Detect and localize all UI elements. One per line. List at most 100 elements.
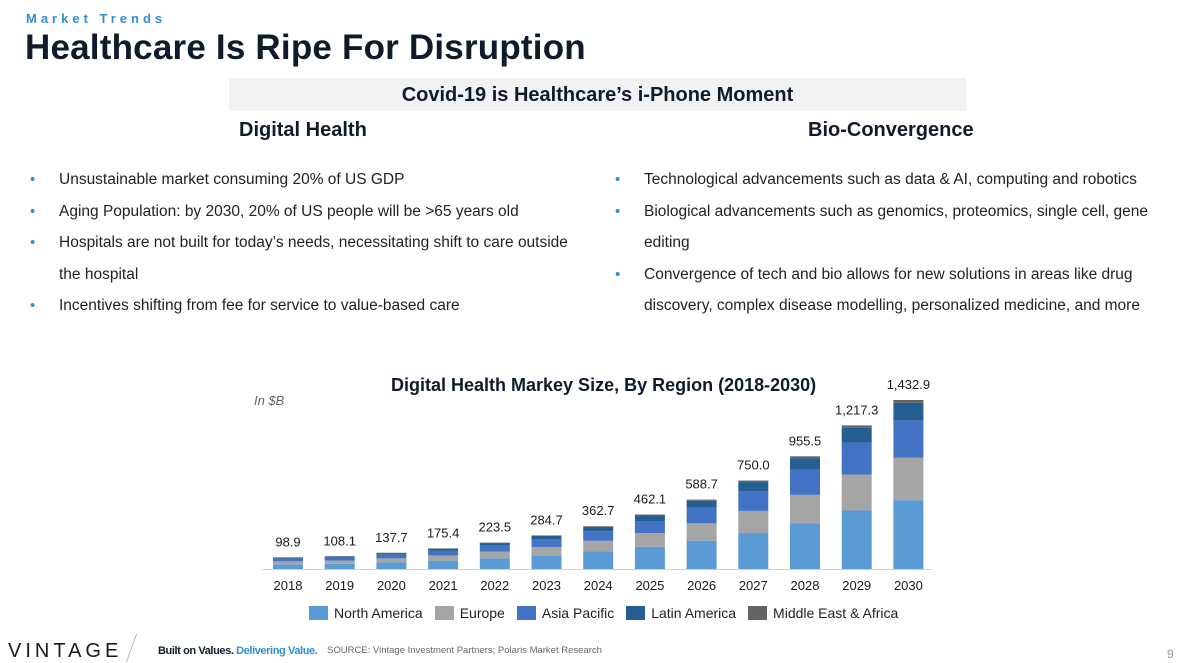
bar-segment — [687, 523, 717, 540]
x-tick-label: 2030 — [894, 578, 923, 593]
bar-segment — [325, 561, 355, 564]
bar-segment — [376, 562, 406, 569]
bar-segment — [893, 403, 923, 420]
legend-swatch — [435, 606, 454, 620]
bar-total-label: 1,217.3 — [835, 402, 878, 417]
bar-segment — [325, 564, 355, 569]
source-note: SOURCE: Vintage Investment Partners; Pol… — [327, 645, 602, 656]
legend-item: Asia Pacific — [517, 605, 614, 621]
legend-item: North America — [309, 605, 423, 621]
bar-total-label: 1,432.9 — [887, 377, 930, 392]
bar-segment — [428, 555, 458, 560]
bar-total-label: 588.7 — [685, 477, 718, 492]
bar-segment — [687, 501, 717, 508]
bar-segment — [790, 456, 820, 458]
bar-total-label: 362.7 — [582, 503, 615, 518]
footer-tagline: Built on Values. Delivering Value. — [158, 645, 317, 657]
bar-segment — [428, 561, 458, 569]
vintage-logo: VINTAGE — [8, 640, 122, 663]
bar-segment — [738, 533, 768, 569]
legend-label: Europe — [460, 605, 505, 621]
bar-segment — [842, 475, 872, 511]
bar-segment — [273, 564, 303, 569]
tagline-part-2: Delivering Value. — [236, 645, 317, 657]
legend-label: Middle East & Africa — [773, 605, 898, 621]
bar-segment — [583, 552, 613, 569]
bar-total-label: 750.0 — [737, 458, 770, 473]
bar-total-label: 175.4 — [427, 525, 460, 540]
bar-segment — [532, 547, 562, 555]
x-tick-label: 2027 — [739, 578, 768, 593]
legend-item: Europe — [435, 605, 505, 621]
legend-swatch — [517, 606, 536, 620]
bar-segment — [893, 500, 923, 569]
bar-segment — [376, 558, 406, 562]
bar-segment — [842, 511, 872, 569]
bar-segment — [893, 420, 923, 458]
bar-segment — [738, 481, 768, 483]
x-tick-label: 2024 — [584, 578, 613, 593]
bar-total-label: 955.5 — [789, 433, 822, 448]
bar-segment — [687, 500, 717, 501]
bar-segment — [738, 482, 768, 491]
x-tick-label: 2025 — [635, 578, 664, 593]
legend-item: Middle East & Africa — [748, 605, 898, 621]
bar-total-label: 137.7 — [375, 530, 408, 545]
bar-segment — [532, 539, 562, 547]
x-tick-label: 2029 — [842, 578, 871, 593]
x-tick-label: 2020 — [377, 578, 406, 593]
bar-segment — [842, 442, 872, 474]
bar-total-label: 223.5 — [479, 520, 512, 535]
bar-total-label: 98.9 — [275, 534, 300, 549]
bar-segment — [790, 458, 820, 469]
x-tick-label: 2026 — [687, 578, 716, 593]
bar-segment — [532, 536, 562, 539]
bar-total-label: 108.1 — [323, 533, 356, 548]
bar-segment — [480, 543, 510, 546]
bar-segment — [583, 541, 613, 552]
bar-segment — [790, 523, 820, 569]
chart-legend: North America Europe Asia Pacific Latin … — [309, 604, 910, 622]
bar-segment — [273, 559, 303, 562]
bar-segment — [635, 547, 665, 569]
bar-segment — [635, 521, 665, 533]
x-tick-label: 2021 — [429, 578, 458, 593]
x-tick-label: 2019 — [325, 578, 354, 593]
x-tick-label: 2028 — [791, 578, 820, 593]
bar-segment — [532, 555, 562, 569]
bar-segment — [273, 561, 303, 564]
x-tick-label: 2022 — [480, 578, 509, 593]
bar-segment — [635, 533, 665, 547]
bar-segment — [480, 552, 510, 559]
bar-segment — [842, 428, 872, 443]
bar-segment — [376, 553, 406, 555]
legend-label: Asia Pacific — [542, 605, 614, 621]
bar-segment — [583, 531, 613, 541]
bar-segment — [376, 555, 406, 559]
legend-swatch — [748, 606, 767, 620]
bar-segment — [687, 508, 717, 524]
x-tick-label: 2018 — [274, 578, 303, 593]
bar-segment — [532, 535, 562, 536]
bar-segment — [790, 470, 820, 495]
bar-segment — [583, 527, 613, 531]
bar-segment — [893, 458, 923, 500]
bar-segment — [738, 511, 768, 533]
tagline-part-1: Built on Values. — [158, 645, 234, 657]
legend-swatch — [626, 606, 645, 620]
bar-segment — [738, 491, 768, 511]
legend-item: Latin America — [626, 605, 736, 621]
bar-segment — [428, 549, 458, 551]
bar-segment — [893, 400, 923, 403]
bar-total-label: 462.1 — [634, 491, 667, 506]
page-number: 9 — [1167, 647, 1174, 661]
bar-segment — [635, 515, 665, 521]
bar-segment — [687, 541, 717, 569]
legend-label: North America — [334, 605, 423, 621]
bar-segment — [583, 526, 613, 527]
bar-segment — [480, 546, 510, 552]
bar-segment — [842, 425, 872, 427]
legend-swatch — [309, 606, 328, 620]
legend-label: Latin America — [651, 605, 736, 621]
